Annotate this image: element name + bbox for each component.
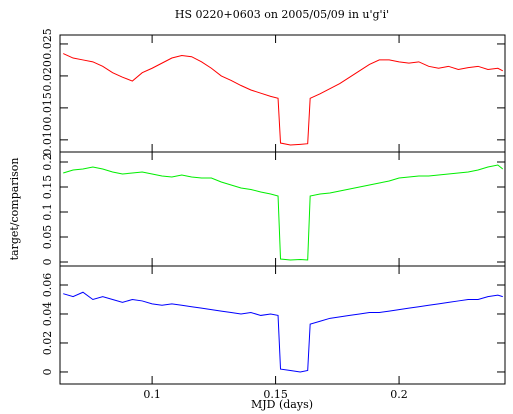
panel-frame (59, 151, 506, 267)
x-tick-label: 0.1 (143, 388, 161, 401)
y-axis-label: target/comparison (8, 158, 21, 261)
y-tick-label: 0.020 (41, 60, 54, 92)
y-tick-label: 0.025 (41, 28, 54, 60)
x-tick-label: 0.15 (263, 388, 288, 401)
y-tick-label: 0.02 (41, 331, 54, 356)
y-tick-label: 0.010 (41, 124, 54, 156)
y-tick-label: 0.2 (41, 153, 54, 171)
chart-title: HS 0220+0603 on 2005/05/09 in u'g'i' (175, 8, 389, 21)
panel-frame (59, 265, 506, 385)
y-tick-label: 0 (41, 259, 54, 266)
y-tick-label: 0.15 (41, 175, 54, 200)
data-line (63, 291, 503, 373)
panel-frame (59, 34, 506, 153)
y-tick-label: 0 (41, 368, 54, 375)
y-tick-label: 0.04 (41, 302, 54, 327)
y-tick-label: 0.1 (41, 203, 54, 221)
data-line (63, 53, 504, 146)
x-tick-label: 0.2 (390, 388, 408, 401)
x-axis-label: MJD (days) (251, 398, 313, 411)
y-tick-label: 0.06 (41, 273, 54, 298)
y-tick-label: 0.05 (41, 225, 54, 250)
data-line (63, 164, 504, 261)
y-tick-label: 0.015 (41, 92, 54, 124)
